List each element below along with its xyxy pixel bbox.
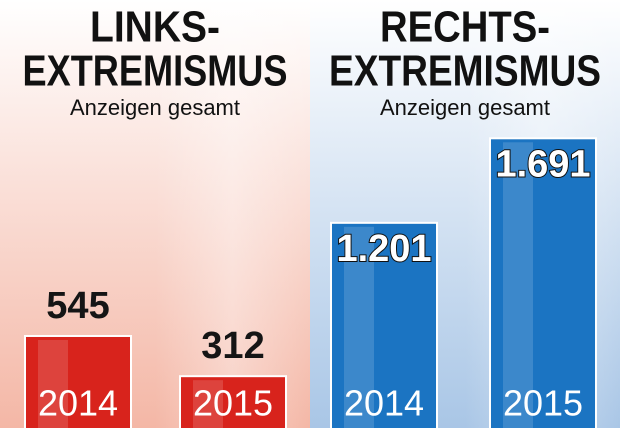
chart-subtitle: Anzeigen gesamt [70,95,240,120]
bar-highlight [344,226,374,428]
x-tick-label: 2015 [193,383,273,424]
bar-highlight [503,142,533,428]
bar [330,221,438,428]
x-tick-label: 2014 [38,383,118,424]
value-label: 312 [201,325,264,367]
bar [489,137,597,428]
chart-title: RECHTS- [380,3,550,52]
value-label: 1.201 [336,228,431,270]
chart-title: LINKS- [90,3,220,52]
bar [179,375,287,428]
value-label: 545 [46,285,109,327]
x-tick-label: 2014 [344,383,424,424]
chart-title: EXTREMISMUS [329,47,601,96]
chart-subtitle: Anzeigen gesamt [380,95,550,120]
bar-highlight [38,339,68,428]
value-label: 1.691 [495,143,590,185]
x-tick-label: 2015 [503,383,583,424]
bar-highlight [193,380,223,428]
chart-title: EXTREMISMUS [23,47,288,96]
panel-shade [155,0,310,428]
bar [24,334,132,428]
